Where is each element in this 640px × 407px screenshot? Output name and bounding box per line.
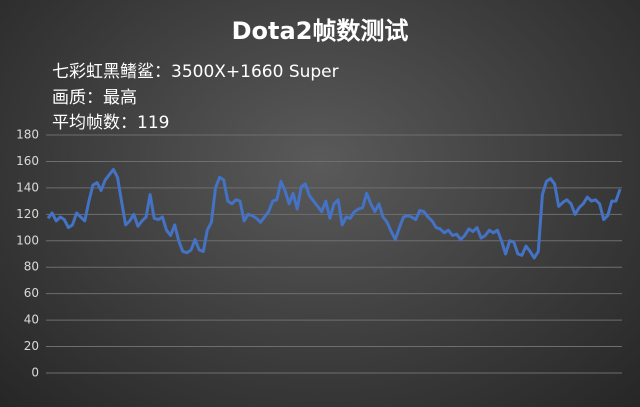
y-tick-label: 20	[24, 339, 39, 353]
y-tick-label: 180	[16, 128, 39, 142]
y-tick-label: 40	[24, 313, 39, 327]
y-tick-label: 160	[16, 154, 39, 168]
y-tick-label: 140	[16, 180, 39, 194]
y-tick-label: 60	[24, 286, 39, 300]
y-tick-label: 100	[16, 233, 39, 247]
y-tick-label: 120	[16, 207, 39, 221]
data-line	[46, 167, 622, 260]
annotation: 画质：最高	[52, 88, 137, 108]
chart-title: Dota2帧数测试	[232, 17, 409, 45]
annotation: 七彩虹黑鳍鲨：3500X+1660 Super	[52, 62, 339, 82]
annotation: 平均帧数：119	[52, 113, 169, 133]
y-tick-label: 0	[31, 366, 39, 380]
y-tick-label: 80	[24, 260, 39, 274]
